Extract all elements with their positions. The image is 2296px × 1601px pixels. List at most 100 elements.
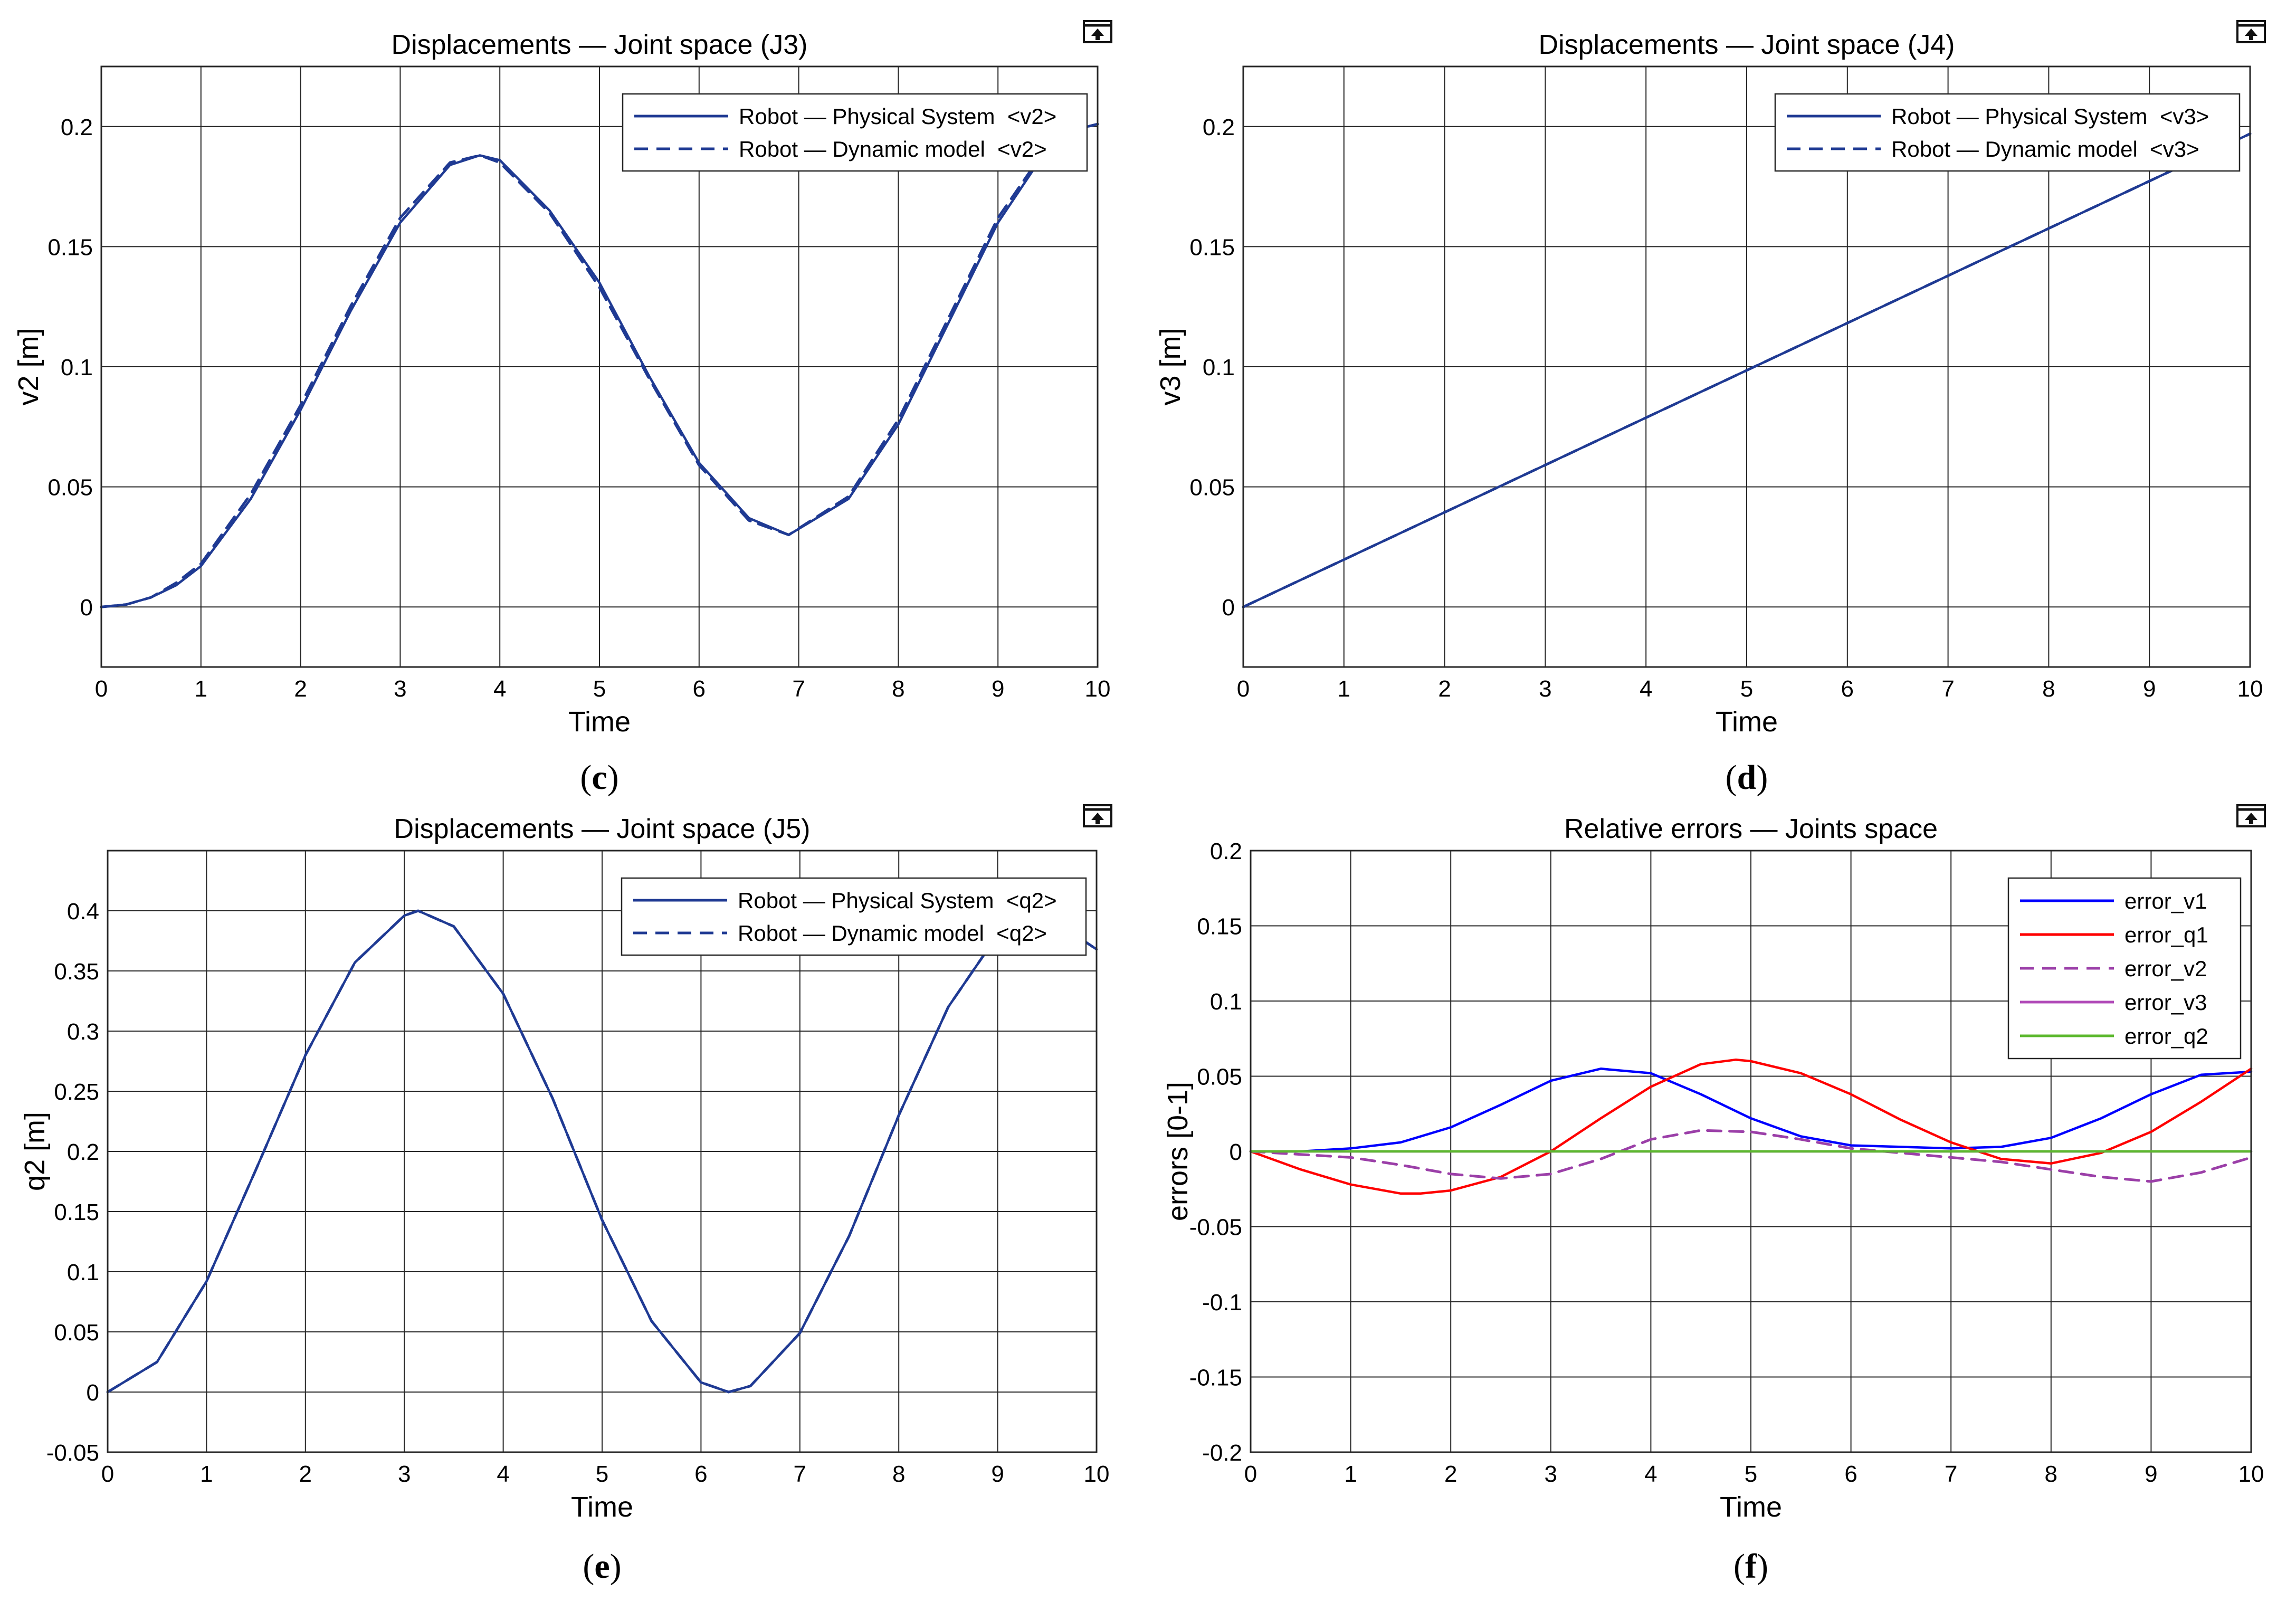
y-tick-label: 0.05 — [1189, 475, 1235, 501]
undock-icon-arrow — [1091, 28, 1104, 40]
panel-label: (e) — [583, 1547, 621, 1586]
x-tick-label: 5 — [1740, 676, 1753, 702]
legend-entry-label: Robot — Physical System <v3> — [1891, 104, 2209, 129]
y-axis-label: v2 [m] — [13, 328, 44, 405]
x-tick-label: 1 — [1344, 1461, 1357, 1487]
x-tick-label: 4 — [497, 1461, 509, 1487]
x-tick-label: 7 — [792, 676, 805, 702]
y-tick-label: 0 — [87, 1380, 99, 1406]
y-tick-label: 0.05 — [54, 1320, 99, 1346]
y-tick-label: 0.2 — [61, 115, 93, 140]
x-tick-label: 3 — [1545, 1461, 1557, 1487]
x-tick-label: 10 — [1084, 1461, 1110, 1487]
chart-panel-4: 0 1 2 3 4 5 6 7 8 9 10 -0.2 -0.15 -0.1 -0.05 0 0.05 0.1 0.… — [1162, 804, 2266, 1586]
y-tick-label: 0.3 — [67, 1019, 99, 1045]
x-tick-label: 8 — [2042, 676, 2055, 702]
x-tick-label: 10 — [2237, 676, 2263, 702]
y-tick-label: -0.15 — [1189, 1365, 1242, 1391]
x-axis-label: Time — [1716, 706, 1778, 738]
y-tick-label: 0.2 — [1203, 115, 1235, 140]
legend-box — [622, 93, 1088, 172]
y-tick-label: 0.2 — [67, 1139, 99, 1165]
series-line-robot-dynamic-model-v3- — [1242, 132, 2252, 608]
undock-icon-arrow — [2245, 813, 2257, 824]
y-tick-label: 0.25 — [54, 1079, 99, 1105]
panel-label: (c) — [580, 758, 618, 797]
x-tick-label: 8 — [892, 676, 904, 702]
chart-panel-1: 0 1 2 3 4 5 6 7 8 9 10 0 0.05 0.1 0.15 0.2 Displacements… — [13, 20, 1112, 797]
y-tick-label: -0.05 — [46, 1440, 99, 1466]
chart-panel-3: 0 1 2 3 4 5 6 7 8 9 10-0.0500.050.10.150.20.250.30… — [19, 804, 1112, 1586]
y-tick-label: -0.1 — [1202, 1290, 1242, 1316]
legend-entry-label: Robot — Dynamic model <v2> — [739, 137, 1047, 161]
y-tick-label: 0 — [80, 595, 93, 621]
legend-entry-label: error_q1 — [2124, 922, 2208, 947]
y-tick-label: 0.1 — [61, 355, 93, 380]
x-axis-label: Time — [571, 1491, 633, 1523]
undock-icon[interactable] — [2236, 20, 2266, 43]
x-axis-label: Time — [568, 706, 631, 738]
legend-entry-label: error_v1 — [2124, 889, 2207, 913]
legend-box — [1774, 93, 2241, 172]
x-tick-label: 2 — [1438, 676, 1451, 702]
x-tick-label: 0 — [101, 1461, 114, 1487]
x-tick-label: 9 — [2145, 1461, 2157, 1487]
y-axis-label: v3 [m] — [1155, 328, 1186, 405]
y-tick-label: 0.1 — [67, 1260, 99, 1285]
y-tick-label: 0.05 — [1197, 1064, 1242, 1090]
undock-icon[interactable] — [1083, 20, 1112, 43]
chart-title: Displacements — Joint space (J3) — [392, 30, 808, 60]
legend-entry-label: error_q2 — [2124, 1024, 2208, 1049]
chart-panel-2: 0 1 2 3 4 5 6 7 8 9 10 0 0.05 0.1 0.15 0.2 Displacements… — [1155, 20, 2266, 797]
x-tick-label: 10 — [1085, 676, 1111, 702]
x-tick-label: 4 — [1644, 1461, 1657, 1487]
undock-icon-arrow — [1091, 813, 1104, 824]
legend: Robot — Physical System <v3> Robot — Dyna… — [1774, 93, 2241, 172]
undock-icon-arrow — [2245, 28, 2257, 40]
axes-frame — [107, 850, 1098, 1453]
x-tick-label: 9 — [992, 676, 1004, 702]
x-tick-label: 0 — [1237, 676, 1250, 702]
x-tick-label: 8 — [2045, 1461, 2057, 1487]
x-tick-label: 6 — [1841, 676, 1854, 702]
legend-entry-label: error_v3 — [2124, 990, 2207, 1015]
y-axis-label: errors [0-1] — [1162, 1082, 1194, 1221]
legend-entry-label: error_v2 — [2124, 956, 2207, 981]
y-tick-label: 0.1 — [1210, 989, 1242, 1015]
y-tick-label: 0.1 — [1203, 355, 1235, 380]
legend-box — [621, 877, 1087, 956]
chart-title: Relative errors — Joints space — [1564, 814, 1938, 844]
chart-title: Displacements — Joint space (J4) — [1539, 30, 1955, 60]
x-tick-label: 1 — [200, 1461, 213, 1487]
legend-entry-label: Robot — Physical System <q2> — [738, 888, 1057, 913]
x-tick-label: 6 — [694, 1461, 707, 1487]
x-tick-label: 9 — [2143, 676, 2156, 702]
series-line-robot-dynamic-model-q2- — [106, 909, 1098, 1394]
x-tick-label: 7 — [794, 1461, 806, 1487]
panel-label: (d) — [1726, 758, 1768, 797]
x-tick-label: 2 — [294, 676, 307, 702]
y-tick-label: 0.15 — [47, 234, 93, 260]
undock-icon[interactable] — [2236, 804, 2266, 827]
x-tick-label: 5 — [593, 676, 606, 702]
x-tick-label: 9 — [991, 1461, 1004, 1487]
y-tick-label: -0.2 — [1202, 1440, 1242, 1466]
x-tick-label: 8 — [892, 1461, 905, 1487]
legend-entry-label: Robot — Dynamic model <q2> — [738, 921, 1047, 946]
x-tick-label: 3 — [394, 676, 406, 702]
x-tick-label: 4 — [1640, 676, 1652, 702]
y-tick-label: -0.05 — [1189, 1215, 1242, 1241]
x-tick-label: 1 — [195, 676, 207, 702]
y-tick-label: 0.4 — [67, 899, 99, 925]
legend-entry-label: Robot — Dynamic model <v3> — [1891, 137, 2199, 161]
x-tick-label: 3 — [398, 1461, 411, 1487]
y-tick-label: 0.2 — [1210, 838, 1242, 864]
chart-title: Displacements — Joint space (J5) — [394, 814, 811, 844]
x-tick-label: 7 — [1945, 1461, 1957, 1487]
y-tick-label: 0.15 — [1189, 234, 1235, 260]
x-tick-label: 1 — [1338, 676, 1350, 702]
legend-entry-label: Robot — Physical System <v2> — [739, 104, 1056, 129]
x-tick-label: 3 — [1539, 676, 1551, 702]
series-line-robot-dynamic-model-v2- — [100, 122, 1099, 608]
undock-icon[interactable] — [1083, 804, 1112, 827]
